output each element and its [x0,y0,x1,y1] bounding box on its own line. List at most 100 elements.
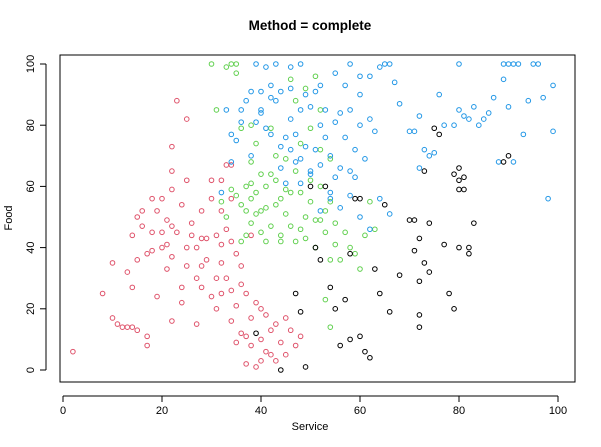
scatter-point [258,110,264,116]
x-tick-label: 20 [156,405,168,417]
scatter-point [278,143,284,150]
scatter-point [208,177,215,184]
scatter-point [367,354,373,361]
scatter-point [233,137,240,144]
scatter-point [278,232,284,239]
scatter-point [287,116,294,122]
scatter-point [367,226,373,233]
scatter-point [228,162,235,168]
scatter-point [495,159,502,165]
scatter-point [332,119,339,125]
scatter-point [337,110,344,116]
y-tick-label: 0 [25,367,37,373]
scatter-point [347,168,353,174]
scatter-point [302,235,309,242]
scatter-point [188,232,195,239]
scatter-point [174,97,180,104]
scatter-point [287,146,294,153]
scatter-point [183,177,190,184]
scatter-point [367,116,373,122]
scatter-point [258,358,264,364]
scatter-point [510,159,517,165]
scatter-point [297,107,304,113]
scatter-point [505,61,512,67]
scatter-point [268,327,274,334]
scatter-point [218,198,225,205]
scatter-point [332,70,339,76]
scatter-point [248,220,254,226]
scatter-point [456,177,462,184]
scatter-point [258,88,264,95]
scatter-point [287,327,294,334]
scatter-point [159,229,165,236]
scatter-point [411,247,418,254]
scatter-point [263,64,269,70]
scatter-point [411,217,418,223]
scatter-point [456,186,462,193]
scatter-point [510,61,517,67]
scatter-point [297,189,304,196]
scatter-point [253,364,259,370]
scatter-point [233,61,240,67]
scatter-point [381,61,388,67]
scatter-point [302,364,309,370]
scatter-point [505,153,512,159]
scatter-point [282,315,289,321]
scatter-point [337,165,344,171]
scatter-point [213,275,220,282]
scatter-point [525,97,532,104]
y-ticks: 0 20 40 60 80 100 [25,55,46,373]
scatter-point [253,119,259,125]
scatter-point [436,131,443,138]
scatter-point [253,61,259,67]
scatter-point [426,153,433,159]
scatter-point [456,244,462,251]
scatter-point [223,275,230,282]
scatter-point [367,73,373,80]
scatter-point [193,321,200,327]
scatter-point [278,195,284,202]
scatter-point [124,269,131,275]
scatter-point [421,146,428,153]
scatter-point [317,217,324,223]
scatter-point [426,220,433,226]
scatter-point [377,290,383,297]
scatter-point [476,122,482,128]
scatter-point [327,198,334,205]
scatter-point [273,201,279,208]
scatter-point [223,107,230,113]
scatter-point [164,266,170,272]
scatter-point [268,223,274,229]
scatter-point [317,208,324,214]
scatter-point [396,100,403,107]
scatter-point [357,333,363,340]
scatter-point [416,235,423,242]
scatter-point [278,238,284,245]
scatter-point [273,153,279,159]
scatter-point [154,293,160,300]
scatter-point [253,189,259,196]
scatter-point [332,241,339,248]
scatter-point [287,189,294,196]
scatter-point [99,290,106,297]
scatter-point [238,125,244,132]
scatter-point [208,61,215,67]
scatter-point [297,226,304,233]
x-ticks: 0 20 40 60 80 100 [60,396,567,417]
scatter-point [466,244,472,251]
scatter-point [134,327,141,334]
scatter-point [352,250,358,257]
scatter-point [149,229,155,236]
scatter-point [297,156,304,162]
scatter-point [263,348,269,355]
scatter-point [357,195,363,202]
x-tick-label: 40 [255,405,267,417]
scatter-point [223,214,230,220]
scatter-point [545,195,551,202]
scatter-point [278,88,284,95]
scatter-point [386,61,393,67]
scatter-point [292,238,299,245]
scatter-point [421,168,428,174]
scatter-point [268,351,274,358]
x-axis-label: Service [292,421,329,433]
